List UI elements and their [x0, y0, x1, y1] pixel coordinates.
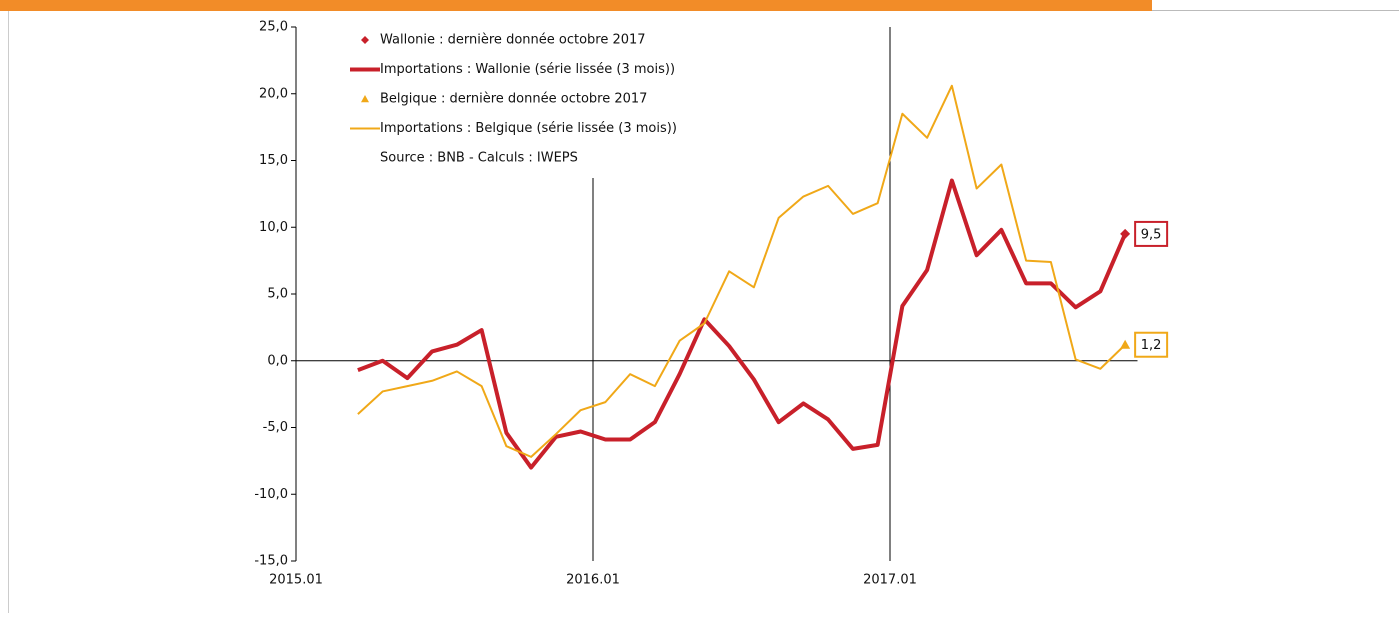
header-bar — [0, 0, 1152, 11]
y-tick-label: -5,0 — [263, 420, 288, 435]
value-label-box — [1134, 220, 1169, 247]
series-line — [357, 84, 1126, 458]
legend-label: Importations : Wallonie (série lissée (3… — [380, 62, 675, 77]
y-tick-label: 0,0 — [267, 353, 288, 368]
source-note: Source : BNB - Calculs : IWEPS — [380, 151, 578, 166]
series-line — [357, 178, 1127, 470]
y-tick-label: -15,0 — [254, 554, 288, 569]
y-tick-label: 15,0 — [259, 153, 288, 168]
value-label-box — [1134, 331, 1169, 358]
x-tick-label: 2017.01 — [863, 573, 917, 588]
value-label: 9,5 — [1141, 227, 1162, 242]
y-tick-label: 20,0 — [259, 86, 288, 101]
legend-label: Importations : Belgique (série lissée (3… — [380, 121, 677, 136]
value-label: 1,2 — [1141, 338, 1162, 353]
x-tick-label: 2015.01 — [269, 573, 323, 588]
y-tick-label: 25,0 — [259, 20, 288, 35]
y-tick-label: -10,0 — [254, 487, 288, 502]
legend-label: Wallonie : dernière donnée octobre 2017 — [380, 33, 646, 48]
legend-swatch — [361, 36, 369, 44]
legend-label: Belgique : dernière donnée octobre 2017 — [380, 92, 647, 107]
y-tick-label: 5,0 — [267, 287, 288, 302]
y-tick-label: 10,0 — [259, 220, 288, 235]
x-tick-label: 2016.01 — [566, 573, 620, 588]
legend-swatch — [361, 95, 369, 103]
